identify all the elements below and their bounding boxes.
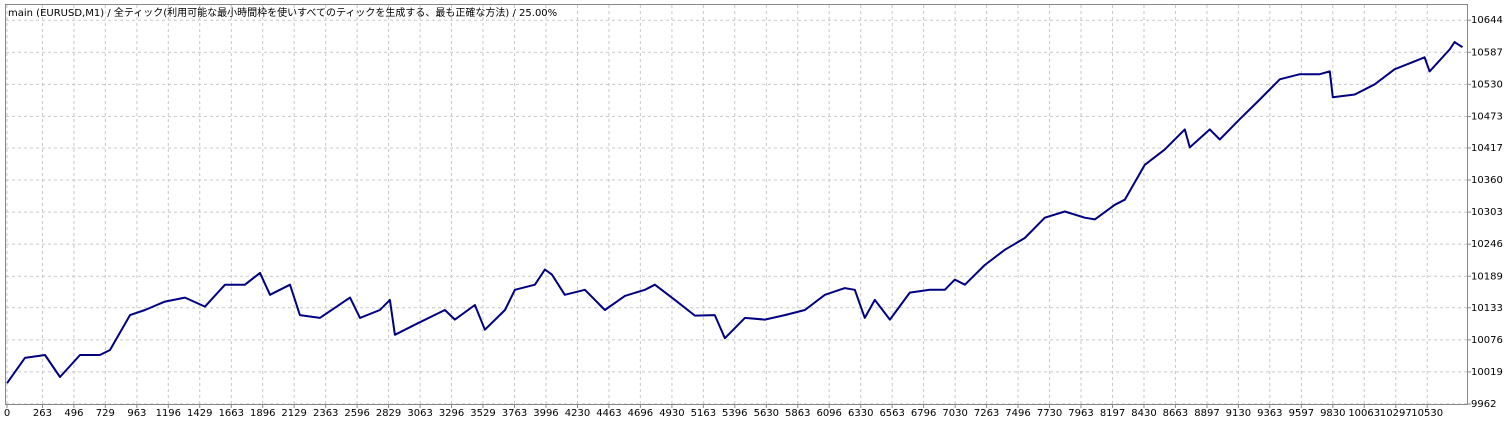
balance-line [6, 41, 1464, 384]
y-tick-label: 9962 [1471, 399, 1496, 410]
x-tick-label: 729 [96, 408, 115, 419]
x-tick-label: 6563 [879, 408, 904, 419]
x-tick-label: 9130 [1226, 408, 1251, 419]
x-tick-label: 2363 [313, 408, 338, 419]
x-tick-label: 5863 [785, 408, 810, 419]
x-tick-label: 7496 [1005, 408, 1030, 419]
x-tick-label: 8897 [1194, 408, 1219, 419]
y-tick-label: 10076 [1471, 335, 1503, 346]
y-tick-label: 10644 [1471, 15, 1503, 26]
x-tick-label: 7963 [1068, 408, 1093, 419]
x-tick-label: 2596 [344, 408, 369, 419]
x-tick-label: 4463 [596, 408, 621, 419]
x-tick-label: 263 [33, 408, 52, 419]
y-tick-label: 10133 [1471, 303, 1503, 314]
x-tick-label: 6330 [848, 408, 873, 419]
x-tick-label: 9830 [1320, 408, 1345, 419]
x-tick-label: 1429 [187, 408, 212, 419]
x-tick-label: 3529 [470, 408, 495, 419]
x-tick-label: 7030 [942, 408, 967, 419]
x-tick-label: 3296 [439, 408, 464, 419]
plot-frame [5, 4, 1468, 405]
x-tick-label: 5396 [722, 408, 747, 419]
x-tick-label: 10530 [1411, 408, 1443, 419]
y-tick-label: 10189 [1471, 271, 1503, 282]
y-tick-label: 10587 [1471, 47, 1503, 58]
x-tick-label: 8430 [1131, 408, 1156, 419]
x-tick-label: 1663 [219, 408, 244, 419]
x-tick-label: 10297 [1380, 408, 1412, 419]
x-tick-label: 3063 [407, 408, 432, 419]
x-tick-label: 4230 [565, 408, 590, 419]
x-tick-label: 1896 [250, 408, 275, 419]
x-tick-label: 3996 [533, 408, 558, 419]
y-tick-label: 10417 [1471, 143, 1503, 154]
x-tick-label: 0 [4, 408, 10, 419]
x-tick-label: 7730 [1037, 408, 1062, 419]
y-tick-label: 10019 [1471, 367, 1503, 378]
y-tick-label: 10246 [1471, 239, 1503, 250]
x-tick-label: 8663 [1163, 408, 1188, 419]
x-tick-label: 1196 [156, 408, 181, 419]
x-tick-label: 2129 [281, 408, 306, 419]
y-tick-label: 10303 [1471, 207, 1503, 218]
x-tick-label: 4930 [659, 408, 684, 419]
chart-title: main (EURUSD,M1) / 全ティック(利用可能な最小時間枠を使いすべ… [8, 6, 557, 19]
x-tick-label: 10063 [1348, 408, 1380, 419]
x-tick-label: 6096 [816, 408, 841, 419]
x-tick-label: 496 [64, 408, 83, 419]
x-tick-label: 4696 [628, 408, 653, 419]
x-tick-label: 9597 [1289, 408, 1314, 419]
x-tick-label: 5163 [691, 408, 716, 419]
x-tick-label: 5630 [754, 408, 779, 419]
x-tick-label: 7263 [974, 408, 999, 419]
x-tick-label: 9363 [1257, 408, 1282, 419]
x-tick-label: 8197 [1100, 408, 1125, 419]
y-tick-label: 10473 [1471, 111, 1503, 122]
y-tick-label: 10530 [1471, 79, 1503, 90]
x-tick-label: 2829 [376, 408, 401, 419]
x-tick-label: 3763 [502, 408, 527, 419]
y-tick-label: 10360 [1471, 175, 1503, 186]
x-tick-label: 6796 [911, 408, 936, 419]
x-tick-label: 963 [127, 408, 146, 419]
